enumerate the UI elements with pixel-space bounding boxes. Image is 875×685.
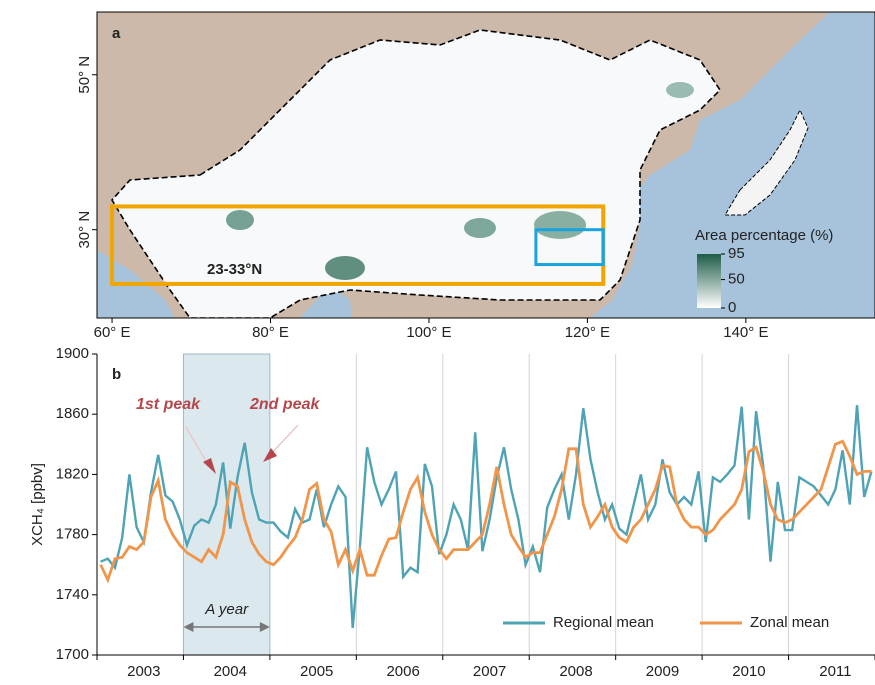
x-tick-label: 2008 (559, 663, 592, 680)
y-tick-label: 1900 (56, 345, 89, 362)
region-label: 23-33°N (207, 261, 262, 278)
panel-label: a (112, 25, 121, 42)
y-tick-label: 1780 (56, 526, 89, 543)
rice-area (226, 210, 254, 230)
x-tick-label: 2010 (732, 663, 765, 680)
x-tick-label: 80° E (252, 324, 289, 341)
y-tick-label: 50° N (76, 56, 93, 94)
x-tick-label: 2007 (473, 663, 506, 680)
colorbar-tick-label: 95 (728, 245, 745, 262)
page: {"chart_data": [ {"type": "map", "panel_… (0, 0, 875, 685)
rice-area (325, 256, 365, 280)
legend-label: Zonal mean (750, 614, 829, 631)
rice-area (666, 82, 694, 98)
colorbar (697, 254, 721, 308)
x-tick-label: 60° E (94, 324, 131, 341)
y-tick-label: 1740 (56, 586, 89, 603)
rice-area (534, 211, 586, 239)
x-tick-label: 2005 (300, 663, 333, 680)
x-tick-label: 2003 (127, 663, 160, 680)
y-tick-label: 30° N (76, 211, 93, 249)
x-tick-label: 120° E (565, 324, 610, 341)
annotation: A year (204, 601, 249, 618)
x-tick-label: 2004 (214, 663, 247, 680)
arrow (270, 425, 298, 455)
y-axis-title: XCH₄ [ppbv] (29, 463, 46, 546)
x-tick-label: 100° E (406, 324, 451, 341)
annotation: 1st peak (136, 396, 201, 413)
y-tick-label: 1860 (56, 405, 89, 422)
rice-area (464, 218, 496, 238)
figure: a 60° E 80° E 100° E 120° E 140° E 30° N 50° N 2… (0, 0, 875, 680)
y-tick-label: 1700 (56, 646, 89, 663)
x-tick-label: 2009 (646, 663, 679, 680)
y-tick-label: 1820 (56, 465, 89, 482)
x-tick-label: 140° E (723, 324, 768, 341)
x-tick-label: 2006 (386, 663, 419, 680)
colorbar-title: Area percentage (%) (695, 227, 833, 244)
colorbar-tick-label: 50 (728, 271, 745, 288)
x-tick-label: 2011 (819, 663, 851, 680)
colorbar-tick-label: 0 (728, 299, 736, 316)
panel-label: b (112, 366, 121, 383)
annotation: 2nd peak (249, 396, 320, 413)
legend-label: Regional mean (553, 614, 654, 631)
